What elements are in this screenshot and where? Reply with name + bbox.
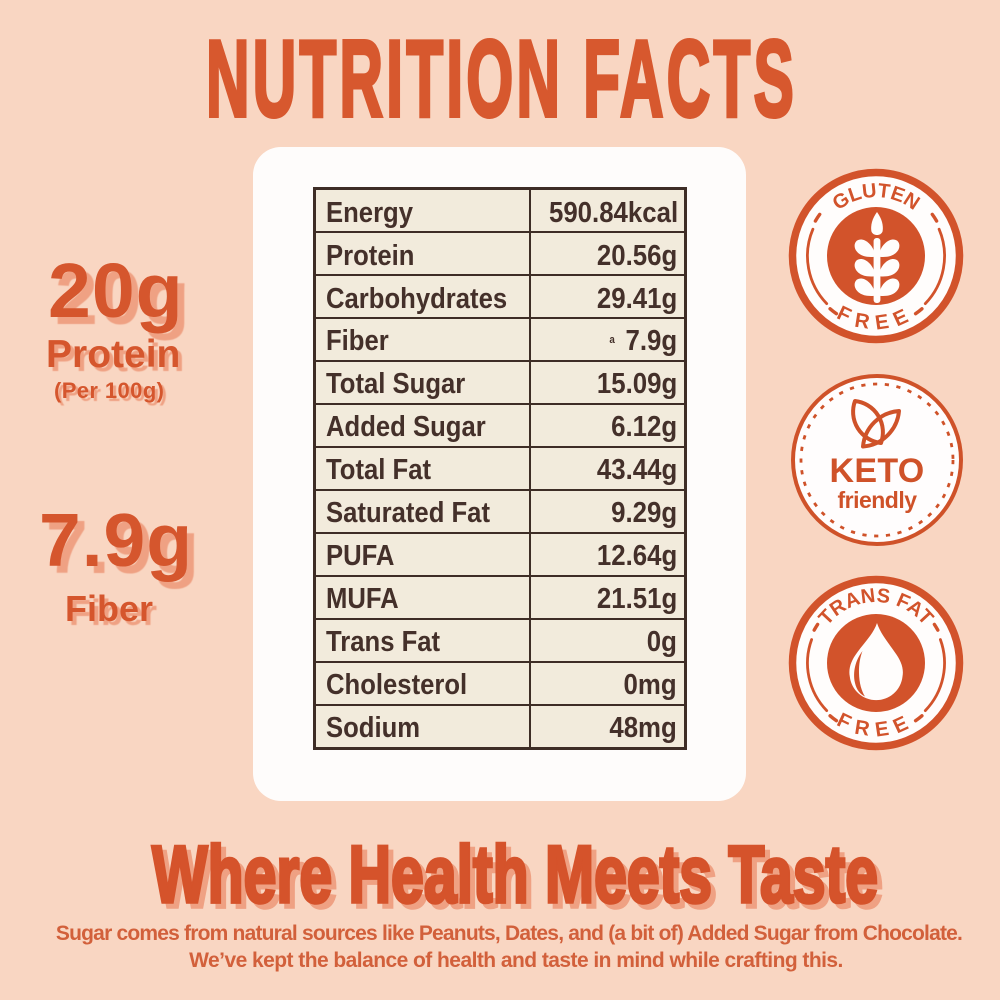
svg-text:Where Health Meets Taste: Where Health Meets Taste bbox=[152, 838, 878, 918]
svg-text:NUTRITION FACTS: NUTRITION FACTS bbox=[209, 32, 797, 124]
svg-text:Where Health Meets Taste: Where Health Meets Taste bbox=[157, 838, 883, 918]
svg-text:KETO: KETO bbox=[829, 452, 924, 490]
svg-text:friendly: friendly bbox=[837, 487, 917, 513]
